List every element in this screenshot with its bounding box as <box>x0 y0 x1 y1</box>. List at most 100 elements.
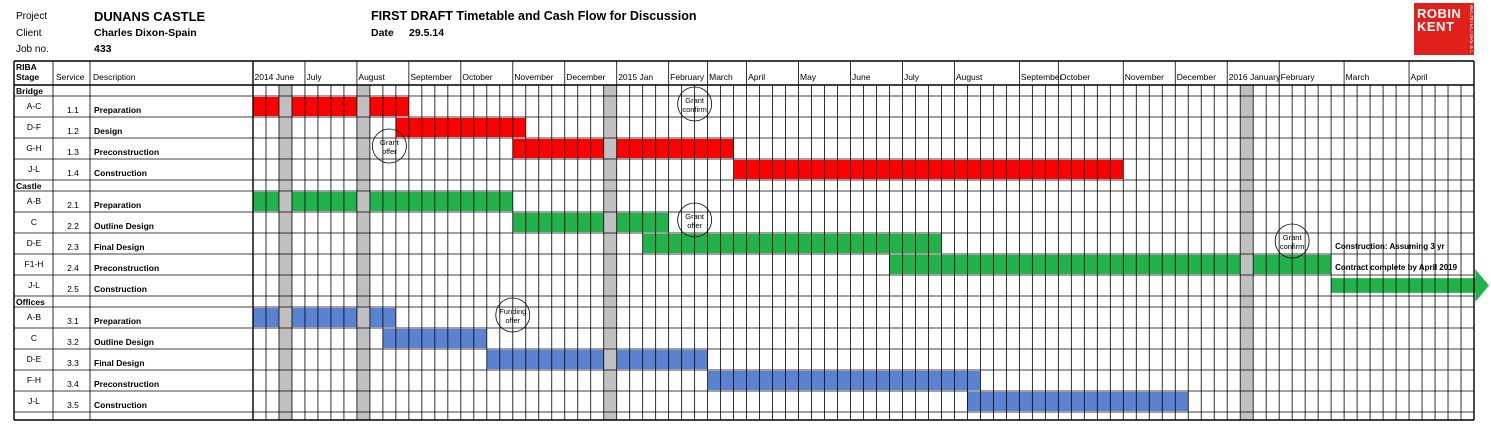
construction-note: Construction: Assuming 3 yr <box>1335 242 1445 251</box>
row-stage: D-F <box>27 122 41 132</box>
month-label: March <box>1346 72 1370 82</box>
bar-week-cell <box>616 350 630 369</box>
bar-week-cell <box>447 118 461 137</box>
bar-week-cell <box>525 350 539 369</box>
bar-week-cell <box>460 192 474 211</box>
row-service: 2.1 <box>67 200 79 210</box>
grey-week-column <box>1240 85 1254 420</box>
bar-week-cell <box>382 308 396 327</box>
grey-week-column <box>603 85 617 420</box>
bar-week-cell <box>1097 160 1111 179</box>
bar-week-cell <box>915 234 929 253</box>
logo-line-kent: KENT <box>1417 19 1455 34</box>
bar-week-cell <box>837 160 851 179</box>
bar-week-cell <box>954 160 968 179</box>
project-label: Project <box>16 11 48 22</box>
header-riba: RIBA <box>16 62 37 72</box>
header-stage: Stage <box>16 72 39 82</box>
bar-week-cell <box>1149 392 1163 411</box>
bar-week-cell <box>343 97 357 116</box>
bar-week-cell <box>863 160 877 179</box>
bar-week-cell <box>473 118 487 137</box>
row-stage: J-L <box>28 396 40 406</box>
bar-week-cell <box>525 213 539 232</box>
section-label: Bridge <box>16 86 43 96</box>
bar-week-cell <box>1058 160 1072 179</box>
bar-week-cell <box>642 213 656 232</box>
grey-week-column <box>356 85 370 420</box>
bar-week-cell <box>1058 255 1072 274</box>
bar-week-cell <box>967 371 981 390</box>
bar-week-cell <box>1318 255 1332 274</box>
date-label: Date <box>371 27 394 39</box>
row-stage: J-L <box>28 280 40 290</box>
bar-week-cell <box>1032 160 1046 179</box>
row-description: Final Design <box>94 358 145 368</box>
bar-week-cell <box>694 350 708 369</box>
bar-week-cell <box>395 192 409 211</box>
bar-week-cell <box>1266 255 1280 274</box>
row-description: Construction <box>94 168 147 178</box>
bar-week-cell <box>902 160 916 179</box>
bar-week-cell <box>629 350 643 369</box>
bar-week-cell <box>1006 160 1020 179</box>
bar-week-cell <box>616 139 630 158</box>
bar-week-cell <box>798 160 812 179</box>
bar-week-cell <box>369 308 383 327</box>
row-service: 2.2 <box>67 221 79 231</box>
month-label: May <box>800 72 817 82</box>
bar-week-cell <box>460 329 474 348</box>
bar-week-cell <box>1279 255 1293 274</box>
bar-week-cell <box>421 329 435 348</box>
month-label: February <box>1281 72 1316 82</box>
bar-week-cell <box>1292 255 1306 274</box>
annotation-label: Grant <box>685 212 705 221</box>
bar-week-cell <box>1097 255 1111 274</box>
bar-week-cell <box>253 308 266 327</box>
job-label: Job no. <box>16 44 49 55</box>
bar-week-cell <box>876 160 890 179</box>
bar-week-cell <box>369 97 383 116</box>
bar-week-cell <box>668 139 682 158</box>
bar-week-cell <box>720 371 734 390</box>
bar-week-cell <box>681 234 695 253</box>
row-stage: A-B <box>27 312 42 322</box>
bar-week-cell <box>317 308 331 327</box>
bar-week-cell <box>772 371 786 390</box>
bar-week-cell <box>824 234 838 253</box>
bar-week-cell <box>707 139 721 158</box>
bar-week-cell <box>993 255 1007 274</box>
month-label: June <box>852 72 871 82</box>
bar-week-cell <box>1136 255 1150 274</box>
bar-week-cell <box>317 97 331 116</box>
row-description: Construction <box>94 400 147 410</box>
row-service: 3.5 <box>67 400 79 410</box>
bar-week-cell <box>590 213 604 232</box>
annotation-label: Grant <box>1283 233 1303 242</box>
bar-week-cell <box>1006 392 1020 411</box>
bar-week-cell <box>486 118 500 137</box>
bar-week-cell <box>707 234 721 253</box>
bar-week-cell <box>1097 392 1111 411</box>
bar-week-cell <box>525 139 539 158</box>
bar-week-cell <box>824 371 838 390</box>
bar-week-cell <box>798 234 812 253</box>
bar-week-cell <box>395 97 409 116</box>
bar-week-cell <box>1110 392 1124 411</box>
annotation-circle <box>1274 223 1310 259</box>
bar-week-cell <box>876 371 890 390</box>
client-name: Charles Dixon-Spain <box>94 27 197 39</box>
bar-week-cell <box>512 139 526 158</box>
bar-week-cell <box>434 329 448 348</box>
bar-week-cell <box>694 139 708 158</box>
month-label: July <box>306 72 322 82</box>
bar-week-cell <box>253 192 266 211</box>
bar-week-cell <box>746 371 760 390</box>
bar-week-cell <box>941 160 955 179</box>
grid-layer <box>13 60 1475 421</box>
logo-vertical-text: ARCHITECTURE & CONSERVATION <box>1468 5 1473 53</box>
bar-week-cell <box>265 192 279 211</box>
bar-week-cell <box>1084 392 1098 411</box>
bar-week-cell <box>707 371 721 390</box>
bar-week-cell <box>1175 255 1189 274</box>
